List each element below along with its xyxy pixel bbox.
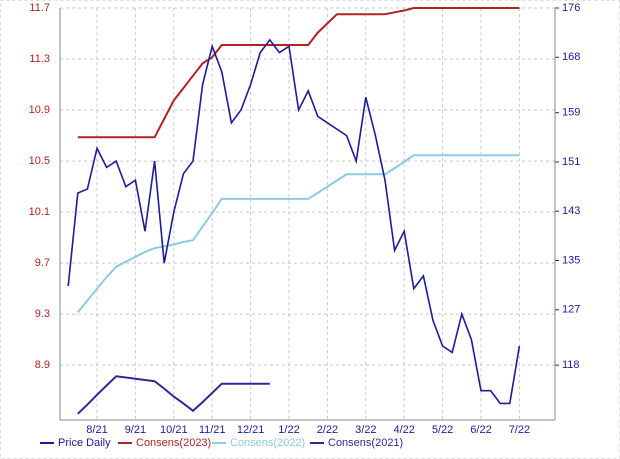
x-tick-label: 11/21 bbox=[199, 424, 226, 436]
y2-tick-label: 127 bbox=[562, 304, 580, 316]
legend-label: Price Daily bbox=[58, 437, 111, 449]
legend-label: Consens(2023) bbox=[136, 437, 211, 449]
x-tick-label: 10/21 bbox=[160, 424, 188, 436]
x-tick-label: 4/22 bbox=[393, 424, 414, 436]
x-tick-label: 2/22 bbox=[317, 424, 338, 436]
series-line bbox=[77, 375, 270, 415]
legend-label: Consens(2021) bbox=[328, 437, 403, 449]
y2-tick-label: 135 bbox=[562, 254, 580, 266]
x-tick-label: 5/22 bbox=[432, 424, 453, 436]
series-line bbox=[77, 7, 520, 139]
x-tick-label: 1/22 bbox=[278, 424, 299, 436]
y2-tick-label: 176 bbox=[562, 2, 580, 14]
y2-tick-label: 118 bbox=[562, 359, 580, 371]
series-line bbox=[77, 154, 520, 313]
series-line bbox=[67, 38, 521, 405]
x-tick-label: 9/21 bbox=[125, 424, 146, 436]
x-tick-label: 6/22 bbox=[470, 424, 491, 436]
y-tick-label: 9.3 bbox=[35, 308, 50, 320]
x-tick-label: 12/21 bbox=[237, 424, 265, 436]
legend-label: Consens(2022) bbox=[230, 437, 305, 449]
y-tick-label: 8.9 bbox=[35, 359, 50, 371]
x-tick-label: 8/21 bbox=[86, 424, 107, 436]
y-tick-label: 9.7 bbox=[35, 257, 50, 269]
y2-tick-label: 151 bbox=[562, 156, 580, 168]
y2-tick-label: 159 bbox=[562, 107, 580, 119]
x-tick-label: 3/22 bbox=[355, 424, 376, 436]
y2-tick-label: 143 bbox=[562, 205, 580, 217]
y2-tick-label: 168 bbox=[562, 51, 580, 63]
y-tick-label: 10.9 bbox=[29, 104, 50, 116]
y-tick-label: 10.5 bbox=[29, 155, 50, 167]
y-tick-label: 11.7 bbox=[29, 2, 50, 14]
y-tick-label: 11.3 bbox=[29, 53, 50, 65]
y-tick-label: 10.1 bbox=[29, 206, 50, 218]
x-tick-label: 7/22 bbox=[509, 424, 530, 436]
